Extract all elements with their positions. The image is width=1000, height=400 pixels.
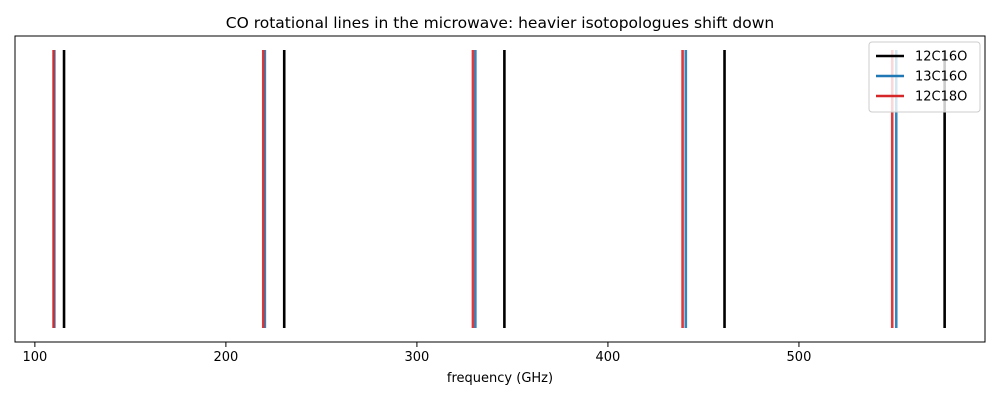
legend: 12C16O 13C16O 12C18O [868, 41, 981, 113]
x-axis-label: frequency (GHz) [447, 371, 553, 386]
legend-label-13C16O: 13C16O [915, 70, 967, 85]
x-tick-label-300: 300 [404, 350, 429, 365]
x-tick-label-500: 500 [787, 350, 812, 365]
x-tick-label-400: 400 [596, 350, 621, 365]
spectral-lines [52, 50, 946, 328]
legend-label-12C18O: 12C18O [915, 90, 967, 105]
legend-box [868, 41, 981, 113]
chart-title: CO rotational lines in the microwave: he… [226, 14, 774, 32]
plot-frame [14, 35, 986, 343]
x-tick-label-100: 100 [22, 350, 47, 365]
legend-label-12C16O: 12C16O [915, 50, 967, 65]
x-tick-label-200: 200 [213, 350, 238, 365]
x-axis-ticks: 100 200 300 400 500 [22, 342, 811, 365]
